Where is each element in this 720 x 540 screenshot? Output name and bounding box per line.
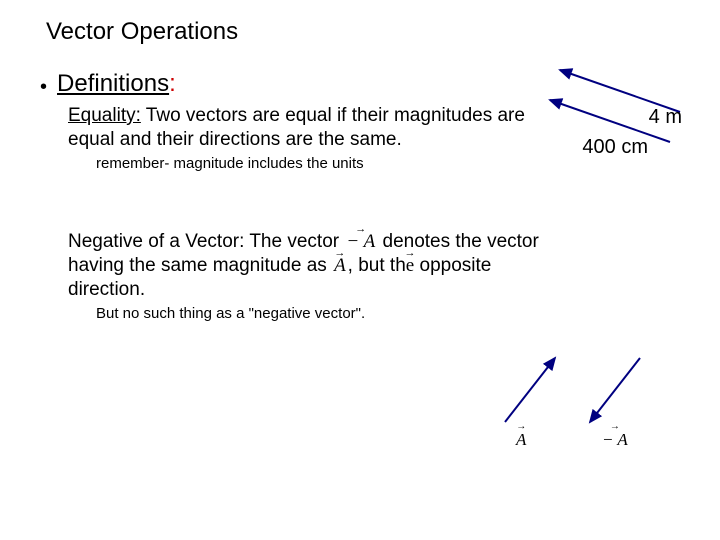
vector-negA-inline: →− A (344, 230, 377, 254)
slide: Vector Operations • Definitions: Equalit… (0, 0, 720, 540)
definitions-colon: : (169, 70, 176, 97)
vector-arrow-icon: → (334, 246, 345, 260)
vector-arrow-icon: → (405, 246, 416, 260)
label-negA-text: − A (602, 430, 628, 449)
label-400cm: 400 cm (582, 136, 648, 159)
negative-note: But no such thing as a "negative vector"… (96, 305, 690, 322)
definitions-word: Definitions (57, 70, 169, 97)
negative-block: Negative of a Vector: The vector →− A de… (68, 230, 558, 303)
bullet-icon: • (40, 77, 47, 97)
definitions-heading: Definitions: (57, 70, 176, 98)
negative-lead: Negative of a Vector: (68, 231, 244, 252)
label-negA: → − A (602, 430, 628, 450)
small-arrow-over-e: →e (406, 254, 414, 278)
parallel-arrows-figure: 4 m 400 cm (540, 62, 690, 182)
label-A-text: A (516, 430, 526, 449)
equality-lead: Equality: (68, 105, 141, 126)
opposite-arrows-svg (490, 350, 660, 430)
vector-arrow-icon: → (516, 421, 526, 432)
opposite-arrows-figure: → A → − A (490, 350, 660, 460)
label-A: → A (516, 430, 526, 450)
vector-arrow-icon: → (610, 421, 620, 432)
label-4m: 4 m (649, 106, 682, 129)
equality-block: Equality: Two vectors are equal if their… (68, 104, 548, 153)
vector-arrow-icon: → (355, 222, 366, 236)
slide-title: Vector Operations (46, 18, 690, 46)
negative-pre: The vector (244, 231, 344, 252)
vector-A-inline: →A (332, 254, 348, 278)
negative-comma: , but th (348, 255, 406, 276)
